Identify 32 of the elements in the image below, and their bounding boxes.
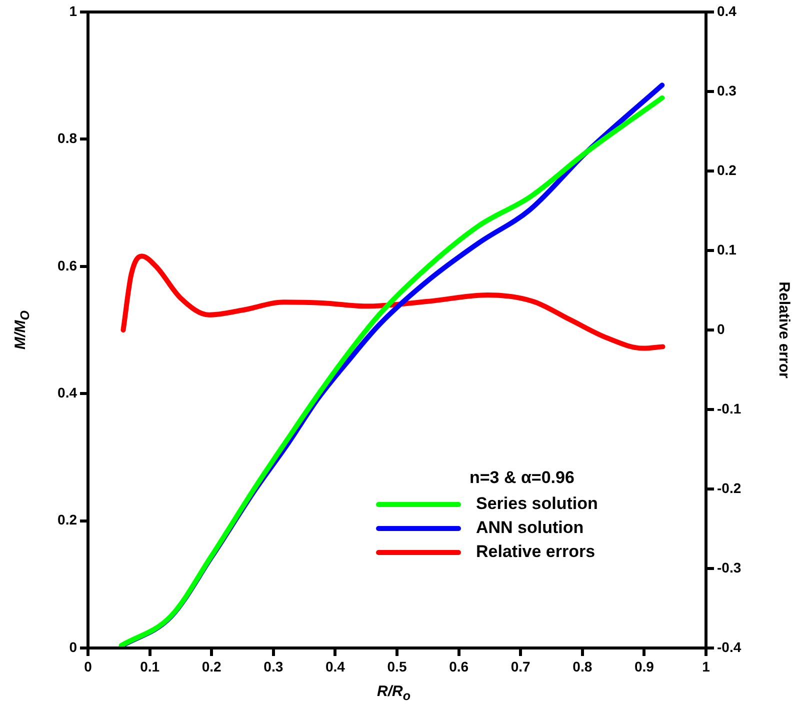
y-tick-label: 0.2 (58, 512, 78, 528)
y2-tick-label: -0.1 (717, 400, 742, 416)
y2-tick-label: 0.1 (717, 241, 737, 258)
y2-tick-label: -0.2 (717, 480, 742, 496)
y2-tick-label: -0.3 (717, 559, 742, 576)
x-tick-label: 0.2 (202, 658, 222, 674)
x-tick-label: 0 (84, 658, 92, 674)
y-tick-label: 0.6 (58, 257, 78, 274)
x-tick-label: 0.7 (510, 658, 531, 674)
legend-title: n=3 & α=0.96 (468, 468, 576, 488)
y-tick-label: 0 (69, 638, 78, 655)
x-tick-label: 0.5 (387, 658, 407, 674)
x-axis-title: R/R$_{o}$ (377, 683, 410, 703)
x-tick-label: 0.3 (264, 658, 284, 674)
y-tick-label: 1 (69, 2, 78, 19)
x-tick-label: 0.9 (634, 658, 654, 674)
y2-tick-label: 0.2 (717, 162, 737, 178)
x-tick-label: 0.8 (572, 658, 592, 674)
y2-tick-label: 0.3 (717, 82, 737, 98)
y2-tick-label: 0.4 (717, 2, 737, 19)
y-tick-label: 0.8 (58, 130, 78, 146)
x-tick-label: 0.6 (449, 658, 469, 674)
legend-label: ANN solution (476, 518, 584, 538)
y2-axis-title: Relative error (776, 282, 792, 378)
x-tick-label: 0.1 (140, 658, 160, 674)
legend-label: Series solution (476, 494, 598, 514)
y2-tick-label: -0.4 (717, 638, 742, 655)
y2-tick-label: 0 (717, 320, 725, 337)
x-tick-label: 0.4 (325, 658, 346, 674)
legend-label: Relative errors (476, 542, 596, 562)
y-tick-label: 0.4 (58, 384, 78, 400)
x-tick-label: 1 (702, 658, 710, 674)
